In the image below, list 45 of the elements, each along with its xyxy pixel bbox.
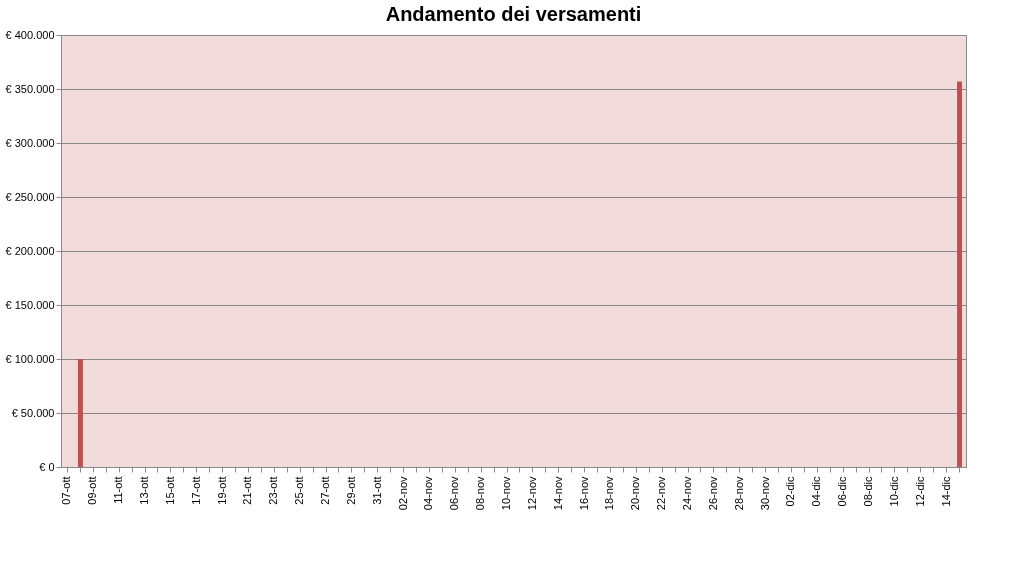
x-tick-label: 29-ott xyxy=(344,476,357,505)
x-tick-label: 12-dic xyxy=(913,476,926,507)
y-tick-label: € 150.000 xyxy=(5,298,55,311)
x-tick-label: 25-ott xyxy=(293,476,306,505)
x-tick-label: 30-nov xyxy=(758,476,771,511)
y-tick-label: € 200.000 xyxy=(5,244,55,257)
x-tick-label: 11-ott xyxy=(112,476,125,504)
x-tick-label: 14-nov xyxy=(551,476,564,511)
x-tick-label: 07-ott xyxy=(60,476,73,505)
x-tick-label: 31-ott xyxy=(370,476,383,505)
chart-title: Andamento dei versamenti xyxy=(385,3,642,25)
x-tick-label: 27-ott xyxy=(319,476,332,505)
y-tick-label: € 50.000 xyxy=(11,406,55,419)
x-tick-label: 06-dic xyxy=(836,476,849,507)
y-tick-label: € 300.000 xyxy=(5,136,55,149)
x-tick-label: 16-nov xyxy=(577,476,590,511)
x-tick-label: 21-ott xyxy=(241,476,254,505)
x-tick-label: 20-nov xyxy=(629,476,642,511)
x-tick-label: 26-nov xyxy=(706,476,719,511)
y-tick-label: € 100.000 xyxy=(5,352,55,365)
y-tick-label: € 0 xyxy=(39,460,55,473)
x-tick-label: 13-ott xyxy=(138,476,151,505)
x-tick-label: 04-nov xyxy=(422,476,435,511)
x-tick-label: 18-nov xyxy=(603,476,616,511)
x-tick-label: 02-dic xyxy=(784,476,797,507)
x-tick-label: 12-nov xyxy=(525,476,538,511)
x-tick-label: 10-dic xyxy=(887,476,900,507)
x-tick-label: 02-nov xyxy=(396,476,409,511)
x-tick-label: 28-nov xyxy=(732,476,745,511)
x-tick-label: 08-nov xyxy=(474,476,487,511)
x-tick-label: 04-dic xyxy=(810,476,823,507)
y-tick-label: € 350.000 xyxy=(5,82,55,95)
x-tick-label: 24-nov xyxy=(681,476,694,511)
x-tick-label: 14-dic xyxy=(939,476,952,507)
x-tick-label: 22-nov xyxy=(655,476,668,511)
x-tick-label: 15-ott xyxy=(163,476,176,505)
x-tick-label: 17-ott xyxy=(189,476,202,505)
x-tick-label: 06-nov xyxy=(448,476,461,511)
x-tick-label: 10-nov xyxy=(500,476,513,511)
x-tick-label: 19-ott xyxy=(215,476,228,505)
y-tick-label: € 400.000 xyxy=(5,28,55,41)
y-tick-label: € 250.000 xyxy=(5,190,55,203)
x-tick-label: 09-ott xyxy=(86,476,99,505)
x-tick-label: 08-dic xyxy=(862,476,875,507)
x-tick-label: 23-ott xyxy=(267,476,280,505)
